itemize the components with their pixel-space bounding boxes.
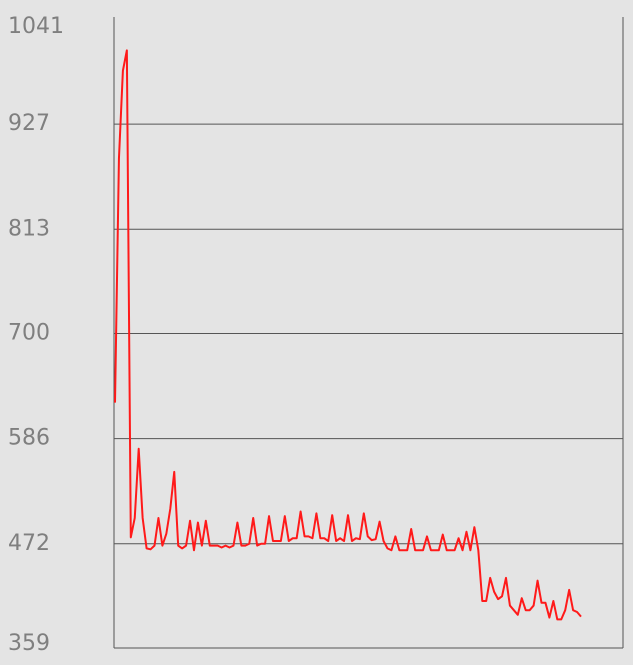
grid-layer: [114, 123, 623, 545]
y-tick-label: 359: [8, 631, 50, 656]
series-layer: [114, 49, 582, 621]
y-tick-label: 586: [8, 426, 50, 451]
y-tick-label: 472: [8, 531, 50, 556]
axis-layer: [113, 17, 624, 649]
y-tick-label: 927: [8, 111, 50, 136]
series-line: [114, 49, 582, 621]
y-tick-label: 700: [8, 321, 50, 346]
y-tick-labels: 1041 927 813 700 586 472 359: [8, 14, 64, 656]
y-tick-label: 1041: [8, 14, 64, 39]
y-tick-label: 813: [8, 216, 50, 241]
